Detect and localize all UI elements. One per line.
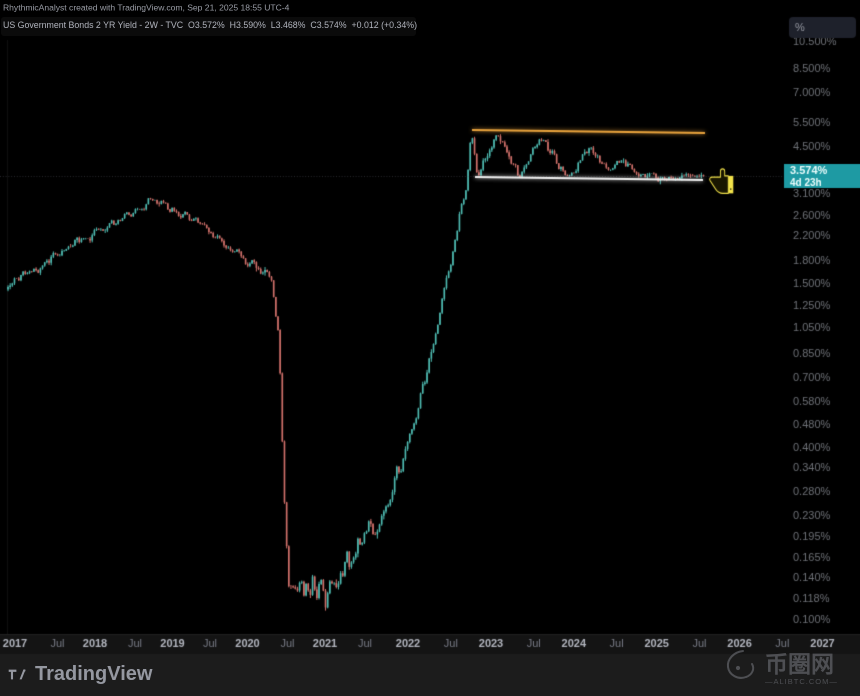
svg-text:—ALIBTC.COM—: —ALIBTC.COM— bbox=[765, 677, 838, 686]
svg-text:币圈网: 币圈网 bbox=[765, 651, 834, 677]
